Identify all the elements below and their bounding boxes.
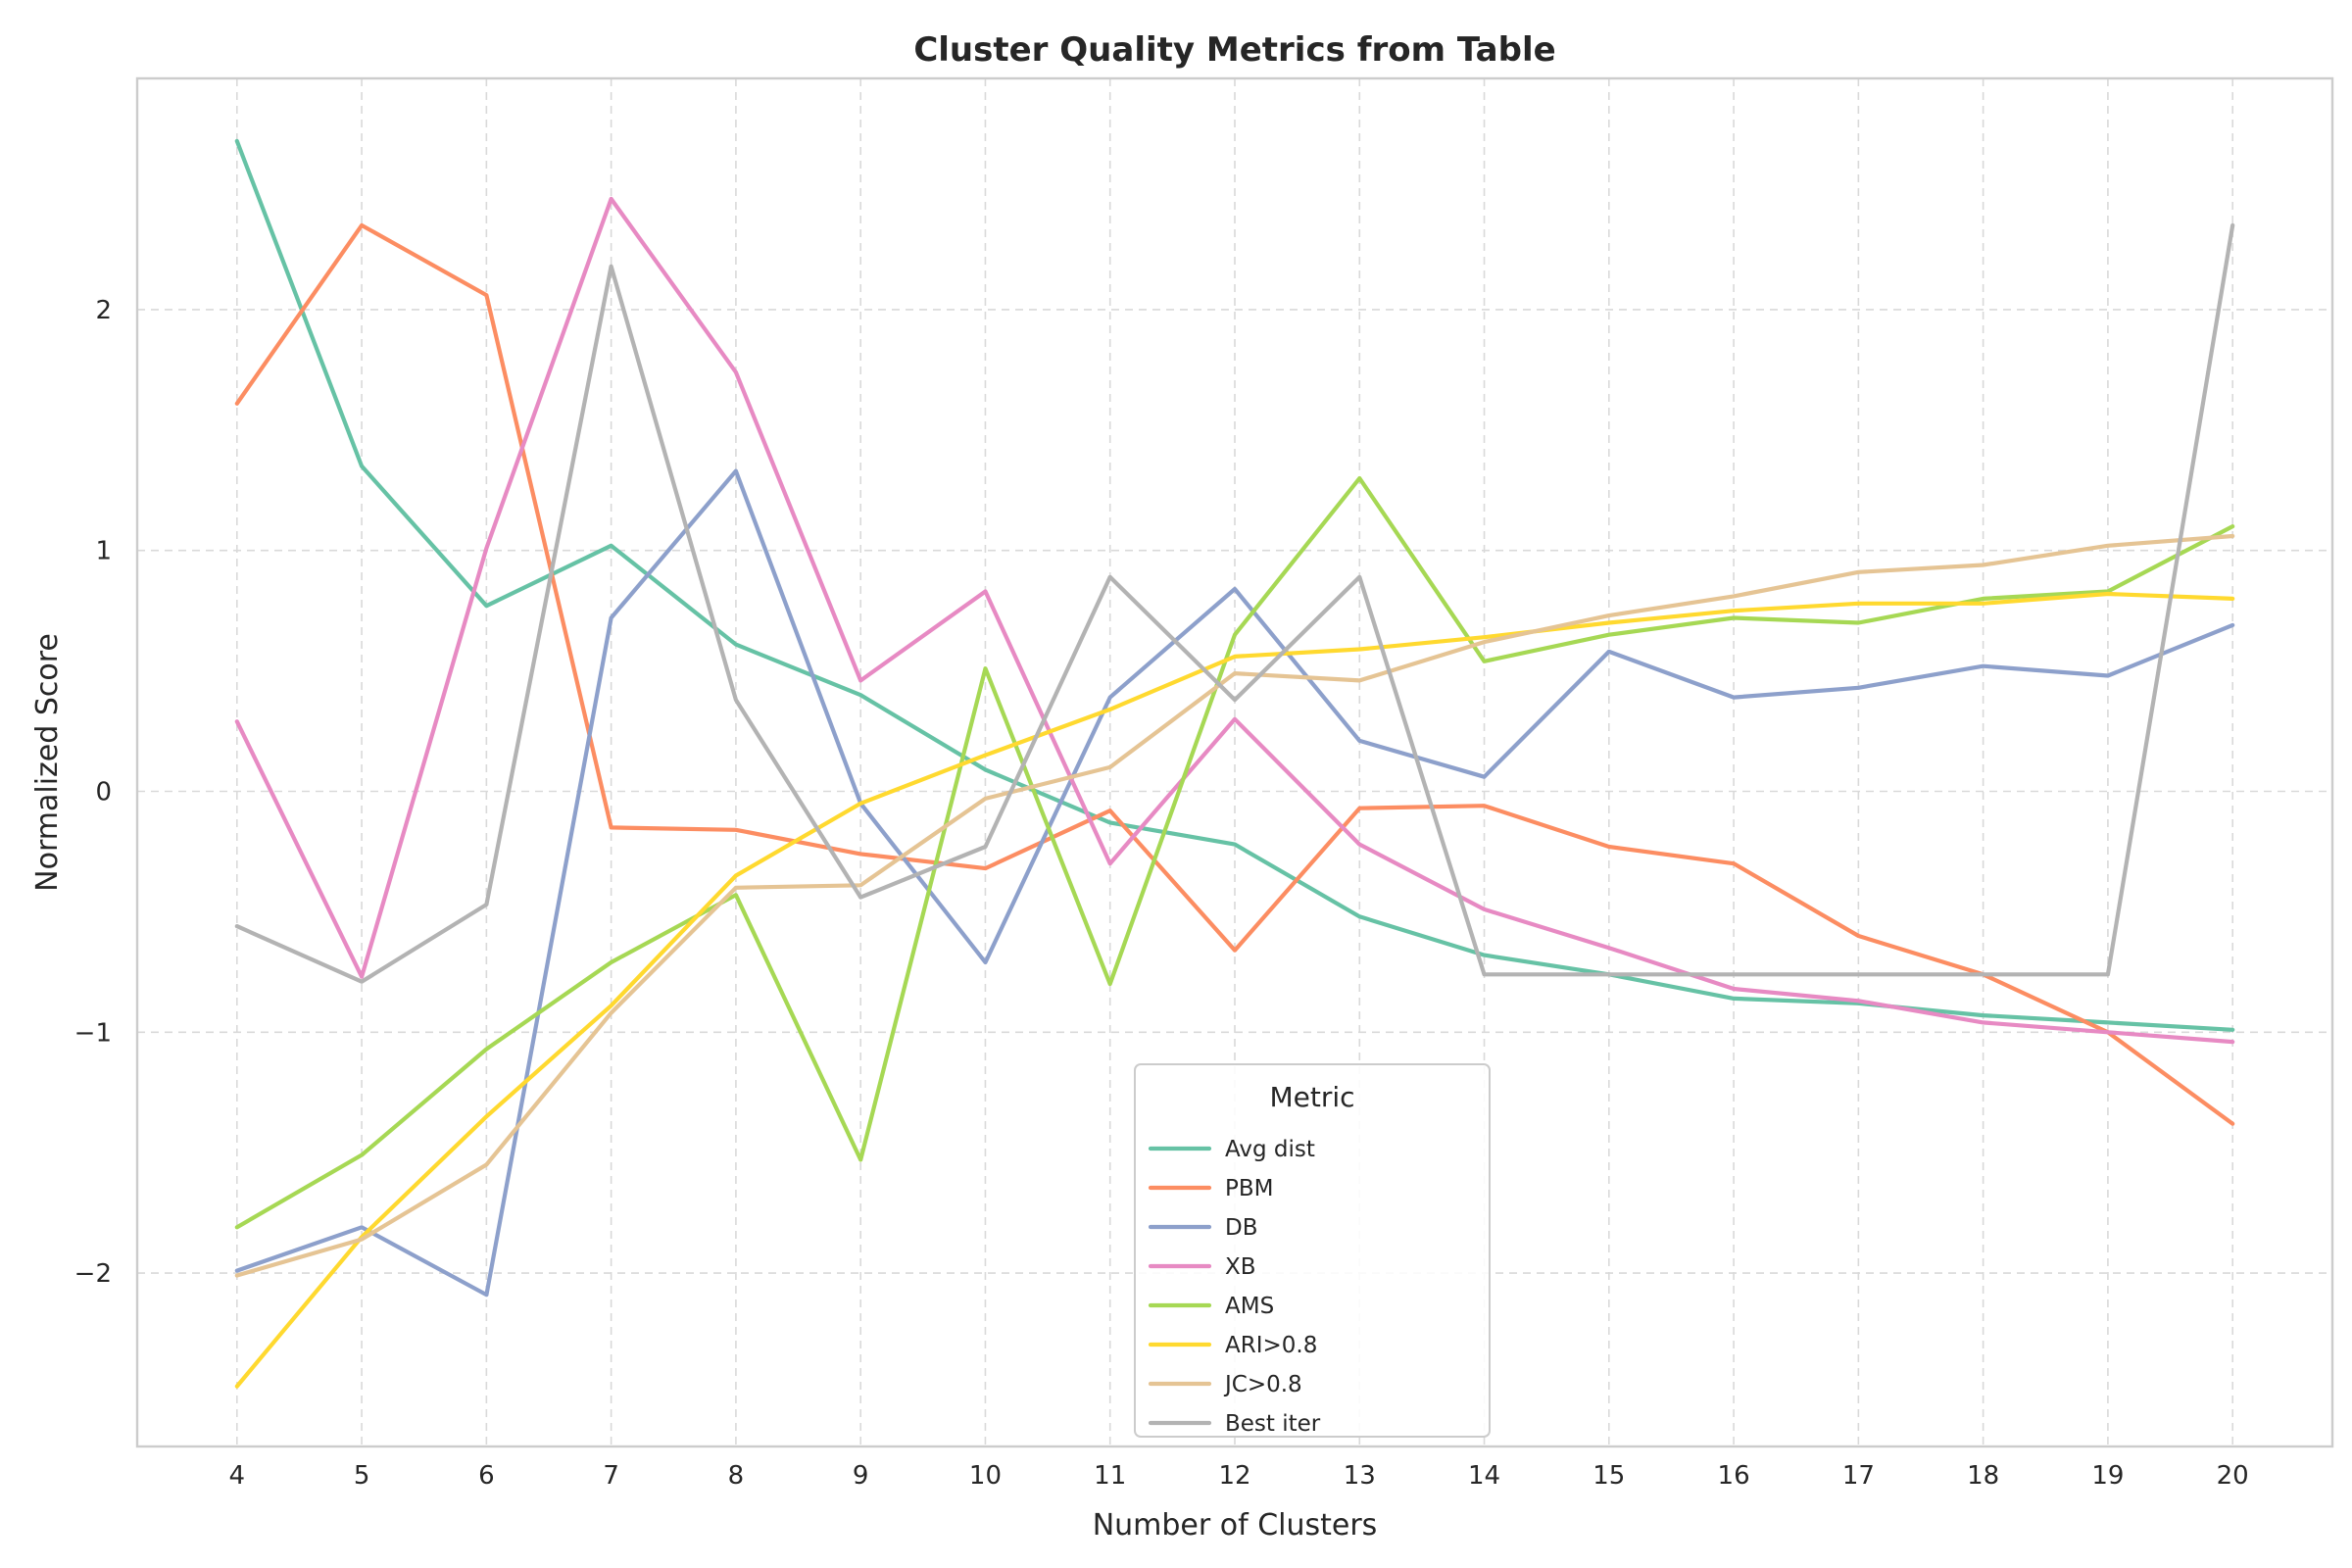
legend-label-xb: XB bbox=[1225, 1254, 1256, 1280]
x-tick-label: 13 bbox=[1344, 1461, 1376, 1491]
x-tick-label: 15 bbox=[1592, 1461, 1625, 1491]
x-tick-label: 16 bbox=[1718, 1461, 1750, 1491]
series-line-xb bbox=[234, 196, 2235, 1045]
x-tick-label: 17 bbox=[1842, 1461, 1875, 1491]
x-tick-label: 8 bbox=[728, 1461, 745, 1491]
legend: Metric Avg dist PBM DB XB AMS ARI>0.8 JC>0.8 Be… bbox=[1134, 1063, 1491, 1438]
x-tick-label: 9 bbox=[853, 1461, 869, 1491]
legend-title: Metric bbox=[1269, 1081, 1354, 1113]
x-tick-label: 5 bbox=[354, 1461, 370, 1491]
x-axis-label: Number of Clusters bbox=[1093, 1508, 1378, 1543]
x-tick-label: 19 bbox=[2091, 1461, 2124, 1491]
legend-box bbox=[1134, 1063, 1491, 1438]
series-line-pbm bbox=[234, 222, 2235, 1126]
series-line-ams bbox=[234, 475, 2235, 1230]
legend-label-pbm: PBM bbox=[1225, 1176, 1274, 1201]
legend-label-best-iter: Best iter bbox=[1225, 1411, 1321, 1437]
chart-title: Cluster Quality Metrics from Table bbox=[913, 30, 1555, 70]
legend-label-ams: AMS bbox=[1225, 1294, 1274, 1319]
y-tick-label: 1 bbox=[95, 537, 112, 566]
y-tick-label: −2 bbox=[74, 1259, 112, 1289]
y-tick-label: 0 bbox=[95, 777, 112, 807]
y-tick-label: 2 bbox=[95, 296, 112, 325]
series-line-best-iter bbox=[234, 222, 2235, 984]
series-line-ari-0-8 bbox=[234, 591, 2235, 1389]
series-line-jc-0-8 bbox=[234, 533, 2235, 1278]
series-line-db bbox=[234, 468, 2235, 1298]
legend-label-db: DB bbox=[1225, 1215, 1258, 1241]
x-tick-label: 7 bbox=[603, 1461, 619, 1491]
legend-label-ari-0-8: ARI>0.8 bbox=[1225, 1333, 1317, 1358]
x-axis-ticks: 4 5 6 7 8 9 10 11 12 13 14 15 16 17 18 19 20 bbox=[229, 1461, 2249, 1491]
x-tick-label: 6 bbox=[478, 1461, 495, 1491]
y-tick-label: −1 bbox=[74, 1018, 112, 1048]
plot-area-frame bbox=[135, 76, 2334, 1448]
legend-label-jc-0-8: JC>0.8 bbox=[1223, 1372, 1302, 1397]
y-axis-label: Normalized Score bbox=[30, 633, 65, 892]
x-tick-label: 4 bbox=[229, 1461, 246, 1491]
x-tick-label: 11 bbox=[1094, 1461, 1126, 1491]
y-axis-ticks: −2 −1 0 1 2 bbox=[74, 296, 112, 1289]
legend-items: Avg dist PBM DB XB AMS ARI>0.8 JC>0.8 Best iter bbox=[1148, 1137, 1321, 1437]
x-tick-label: 18 bbox=[1967, 1461, 1999, 1491]
x-tick-label: 12 bbox=[1218, 1461, 1250, 1491]
x-tick-label: 14 bbox=[1468, 1461, 1500, 1491]
series-lines bbox=[234, 138, 2235, 1389]
x-tick-label: 20 bbox=[2217, 1461, 2249, 1491]
x-tick-label: 10 bbox=[969, 1461, 1002, 1491]
legend-label-avg-dist: Avg dist bbox=[1225, 1137, 1315, 1162]
